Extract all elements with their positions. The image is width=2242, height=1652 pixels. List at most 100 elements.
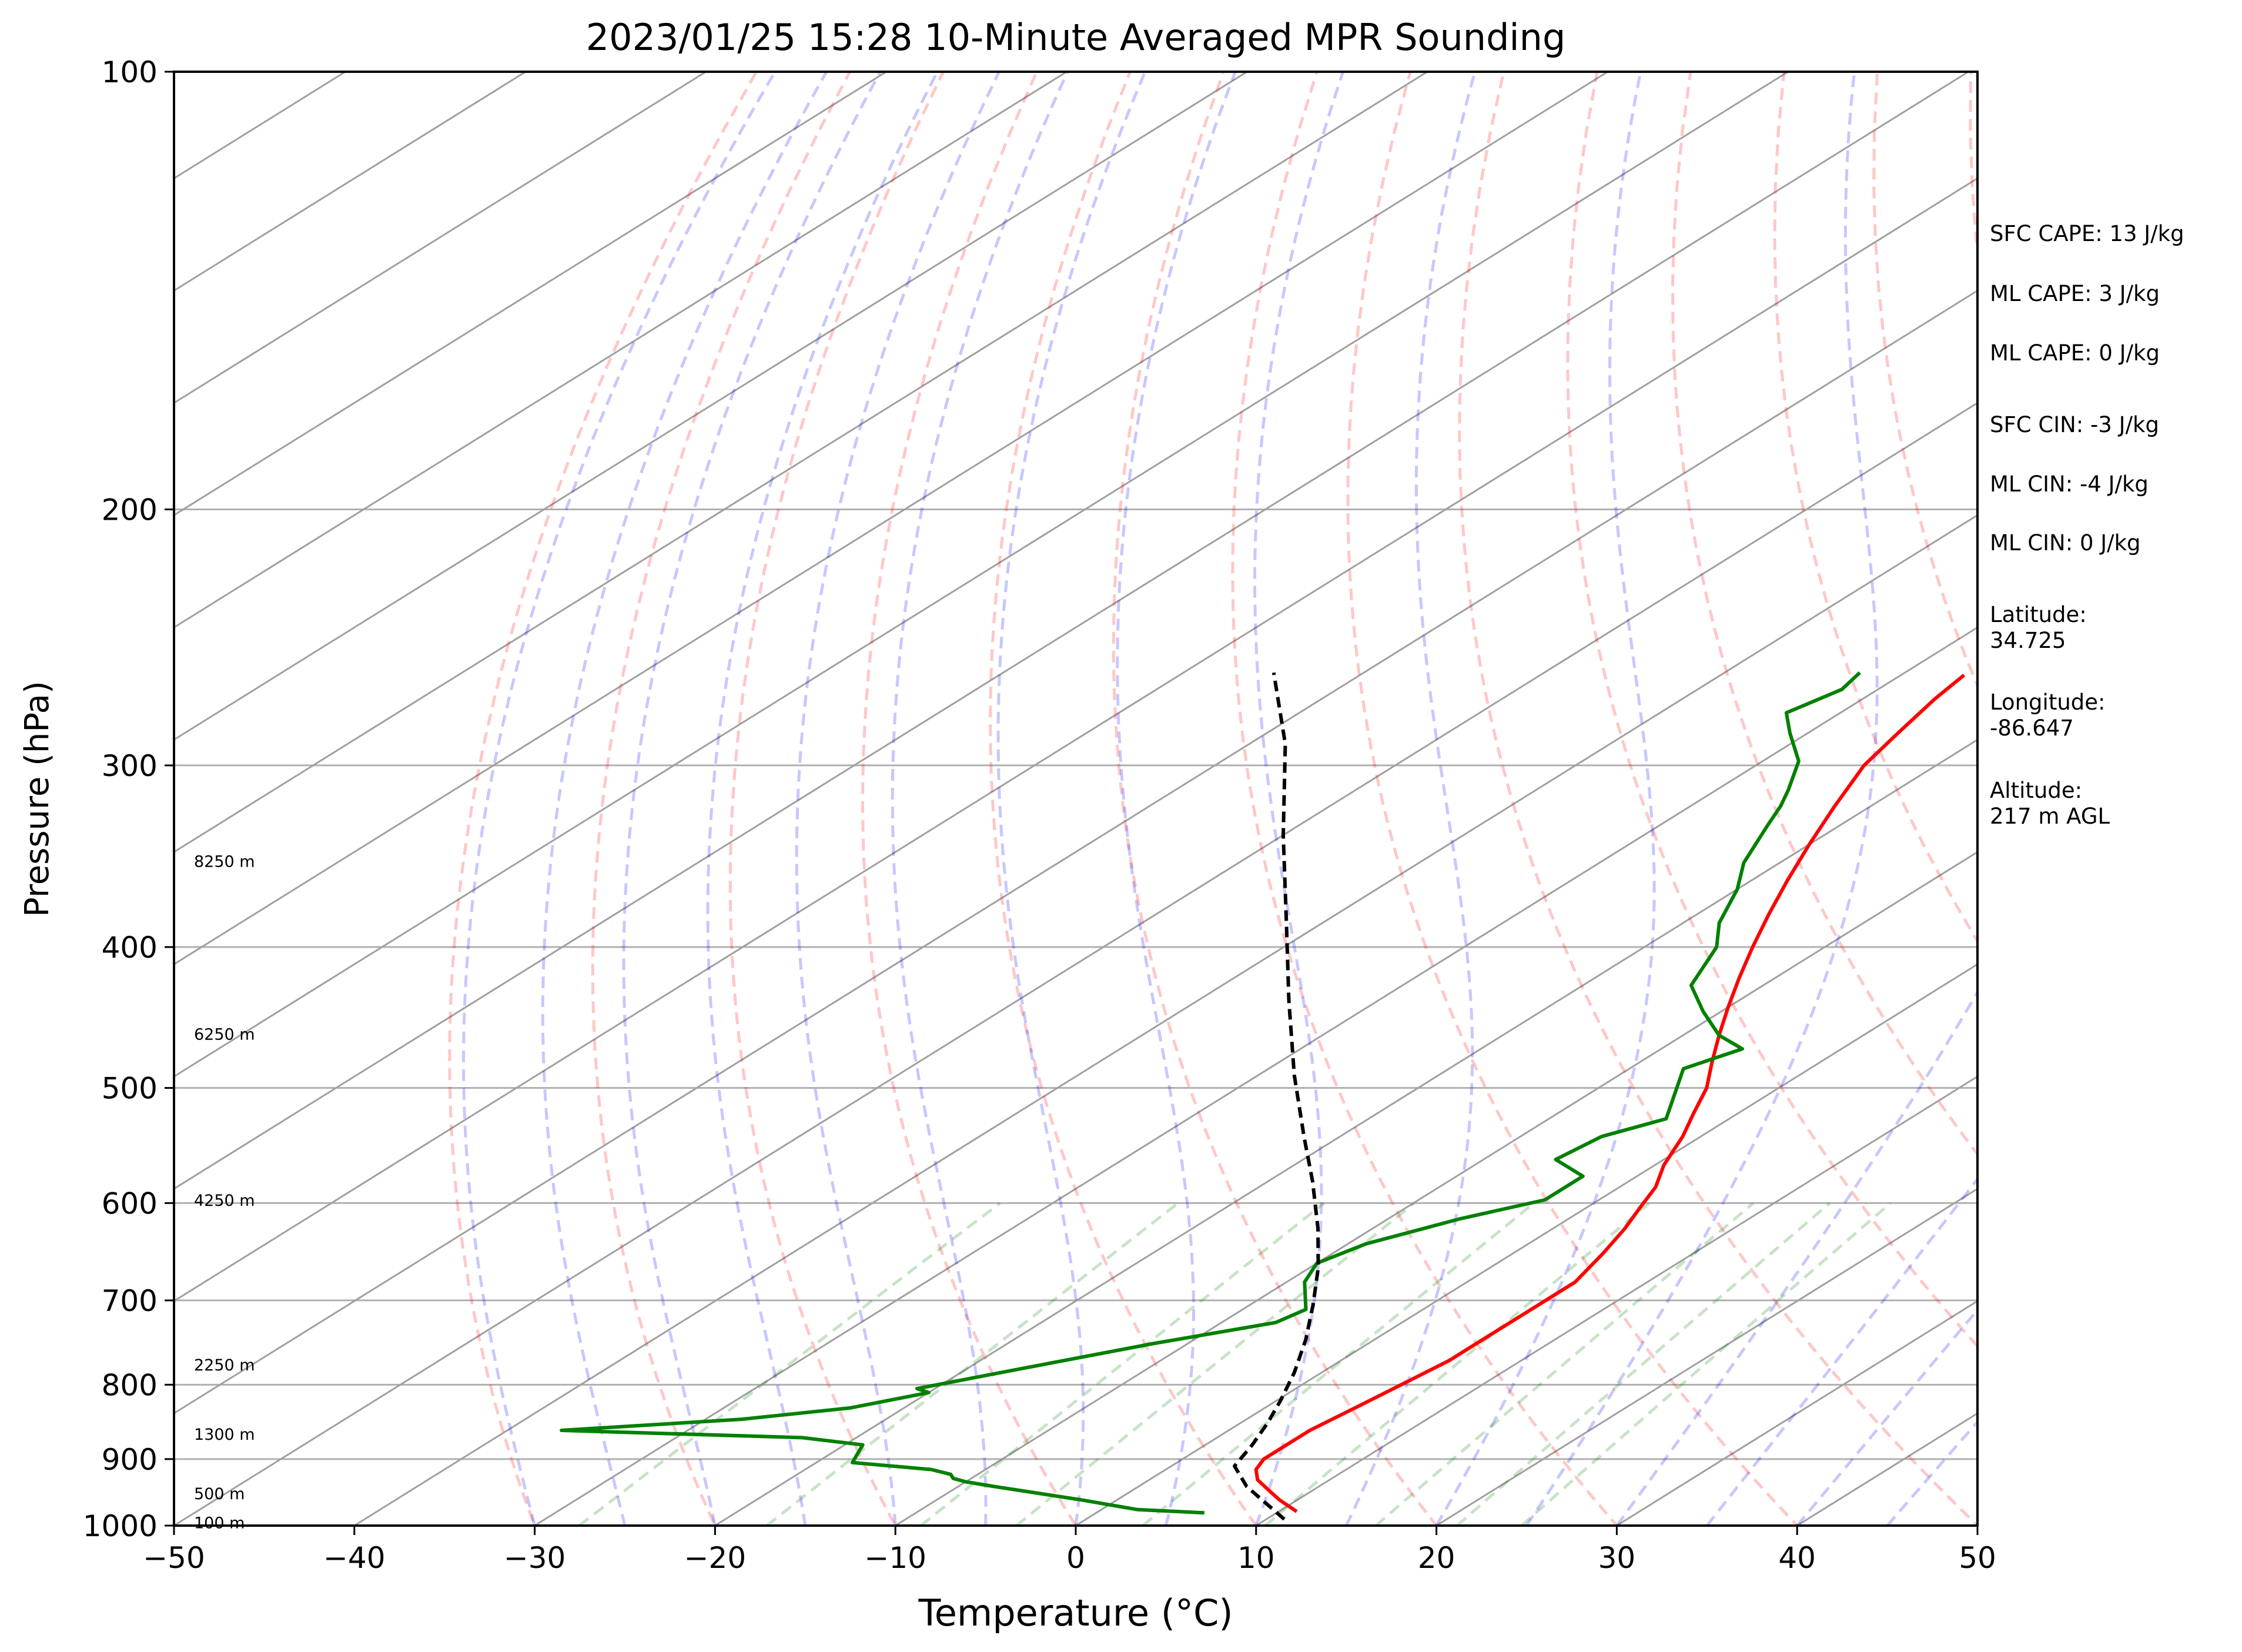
y-tick-label: 900 [102, 1443, 158, 1477]
isotherm-line [174, 177, 1977, 1302]
moist-adiabat-line [462, 72, 777, 1526]
sfc-cin-text: SFC CIN: -3 J/kg [1990, 412, 2159, 437]
ml-cape-text: ML CAPE: 0 J/kg [1990, 340, 2160, 366]
dry-adiabat-line [1458, 72, 1977, 1526]
moist-adiabat-line [1615, 989, 1977, 1526]
longitude-value: -86.647 [1990, 715, 2074, 741]
y-tick-label: 500 [102, 1072, 158, 1106]
moist-adiabat-line [1344, 72, 1477, 1526]
moist-adiabat-line [1253, 72, 1345, 1526]
y-tick-label: 400 [102, 931, 158, 965]
moist-adiabat-line [1116, 72, 1237, 1526]
isotherm-line [713, 738, 1977, 1526]
isotherm-line [1074, 963, 1977, 1526]
isotherm-line [352, 514, 1977, 1526]
isotherm-line [174, 72, 1790, 1078]
moist-adiabat-line [541, 72, 828, 1526]
isotherm-line [174, 72, 708, 404]
isotherm-line [174, 72, 1249, 741]
isotherm-line [174, 72, 528, 292]
x-axis-label: Temperature (°C) [918, 1591, 1233, 1634]
isotherm-line [174, 72, 888, 517]
series-line-1 [560, 671, 1861, 1515]
ml-cape-text: ML CAPE: 3 J/kg [1990, 281, 2160, 306]
x-tick-label: 50 [1959, 1541, 1996, 1575]
x-tick-label: −10 [864, 1541, 926, 1575]
ml-cin-text: ML CIN: -4 J/kg [1990, 471, 2149, 497]
x-tick-label: −40 [323, 1541, 386, 1575]
isotherm-line [1254, 1075, 1977, 1526]
moist-adiabat-line [891, 72, 1069, 1526]
x-tick-label: 30 [1598, 1541, 1636, 1575]
y-tick-label: 600 [102, 1186, 158, 1220]
mixing-ratio-line [1264, 1202, 1651, 1526]
mixing-ratio-line [1015, 1202, 1416, 1526]
dry-adiabat-line [2157, 72, 2242, 1556]
dry-adiabat-line [989, 72, 1258, 1526]
y-tick-label: 300 [102, 749, 158, 783]
chart-title: 2023/01/25 15:28 10-Minute Averaged MPR … [586, 16, 1566, 59]
y-tick-label: 100 [102, 55, 158, 89]
dry-adiabat-line [1231, 72, 1619, 1526]
mixing-ratio-line [920, 1202, 1326, 1526]
moist-adiabat-line [1796, 1307, 1977, 1526]
dry-adiabat-line [1671, 72, 1977, 1157]
mixing-ratio-line [1456, 1202, 1831, 1526]
x-tick-label: −30 [504, 1541, 566, 1575]
dry-adiabat-line [1872, 72, 1977, 690]
series-line-0 [1254, 673, 1966, 1513]
dry-adiabat-line [1112, 72, 1438, 1526]
isotherm-line [894, 851, 1977, 1526]
altitude-label: Altitude: [1990, 778, 2083, 803]
x-tick-label: 20 [1418, 1541, 1455, 1575]
y-tick-label: 200 [102, 493, 158, 527]
ml-cin-text: ML CIN: 0 J/kg [1990, 530, 2141, 556]
mixing-ratio-line [1142, 1202, 1535, 1526]
x-tick-label: −20 [684, 1541, 747, 1575]
height-label: 2250 m [194, 1356, 255, 1375]
mixing-ratio-line [578, 1202, 1001, 1526]
dry-adiabat-line [1346, 72, 1799, 1526]
isotherm-line [174, 289, 1977, 1414]
isotherm-line [174, 72, 1970, 1190]
altitude-value: 217 m AGL [1990, 804, 2110, 829]
moist-adiabat-line [996, 72, 1147, 1526]
latitude-value: 34.725 [1990, 628, 2066, 653]
x-tick-label: 10 [1237, 1541, 1275, 1575]
isotherm-line [174, 72, 347, 180]
moist-adiabat-line [622, 72, 882, 1526]
height-label: 100 m [194, 1514, 245, 1533]
x-tick-label: −50 [143, 1541, 205, 1575]
moist-adiabat-line [1525, 72, 1879, 1526]
isotherm-line [533, 626, 1977, 1526]
longitude-label: Longitude: [1990, 690, 2106, 715]
height-label: 500 m [194, 1485, 245, 1503]
dry-adiabat-line [1773, 72, 1977, 944]
y-tick-label: 1000 [83, 1509, 158, 1543]
moist-adiabat-line [795, 72, 1000, 1526]
x-tick-label: 40 [1778, 1541, 1816, 1575]
isotherm-line [174, 72, 1430, 853]
moist-adiabat-line [706, 72, 939, 1526]
dry-adiabat-line [861, 72, 1078, 1526]
dry-adiabat-line [728, 72, 945, 1526]
isotherm-line [174, 72, 1069, 629]
height-label: 4250 m [194, 1192, 255, 1210]
height-label: 1300 m [194, 1426, 255, 1444]
dry-adiabat-line [591, 72, 851, 1526]
isotherm-line [1434, 1188, 1977, 1526]
y-axis-label: Pressure (hPa) [18, 681, 56, 917]
x-tick-label: 0 [1066, 1541, 1085, 1575]
y-tick-label: 700 [102, 1284, 158, 1318]
height-label: 6250 m [194, 1026, 255, 1044]
mixing-ratio-line [1520, 1202, 1892, 1526]
dry-adiabat-line [1566, 72, 1977, 1349]
series-line-2 [1233, 672, 1320, 1521]
moist-adiabat-line [1435, 72, 1656, 1526]
height-label: 8250 m [194, 852, 255, 871]
y-tick-label: 800 [102, 1368, 158, 1402]
mixing-ratio-line [1374, 1202, 1755, 1526]
isotherm-line [174, 402, 1977, 1526]
latitude-label: Latitude: [1990, 602, 2087, 627]
